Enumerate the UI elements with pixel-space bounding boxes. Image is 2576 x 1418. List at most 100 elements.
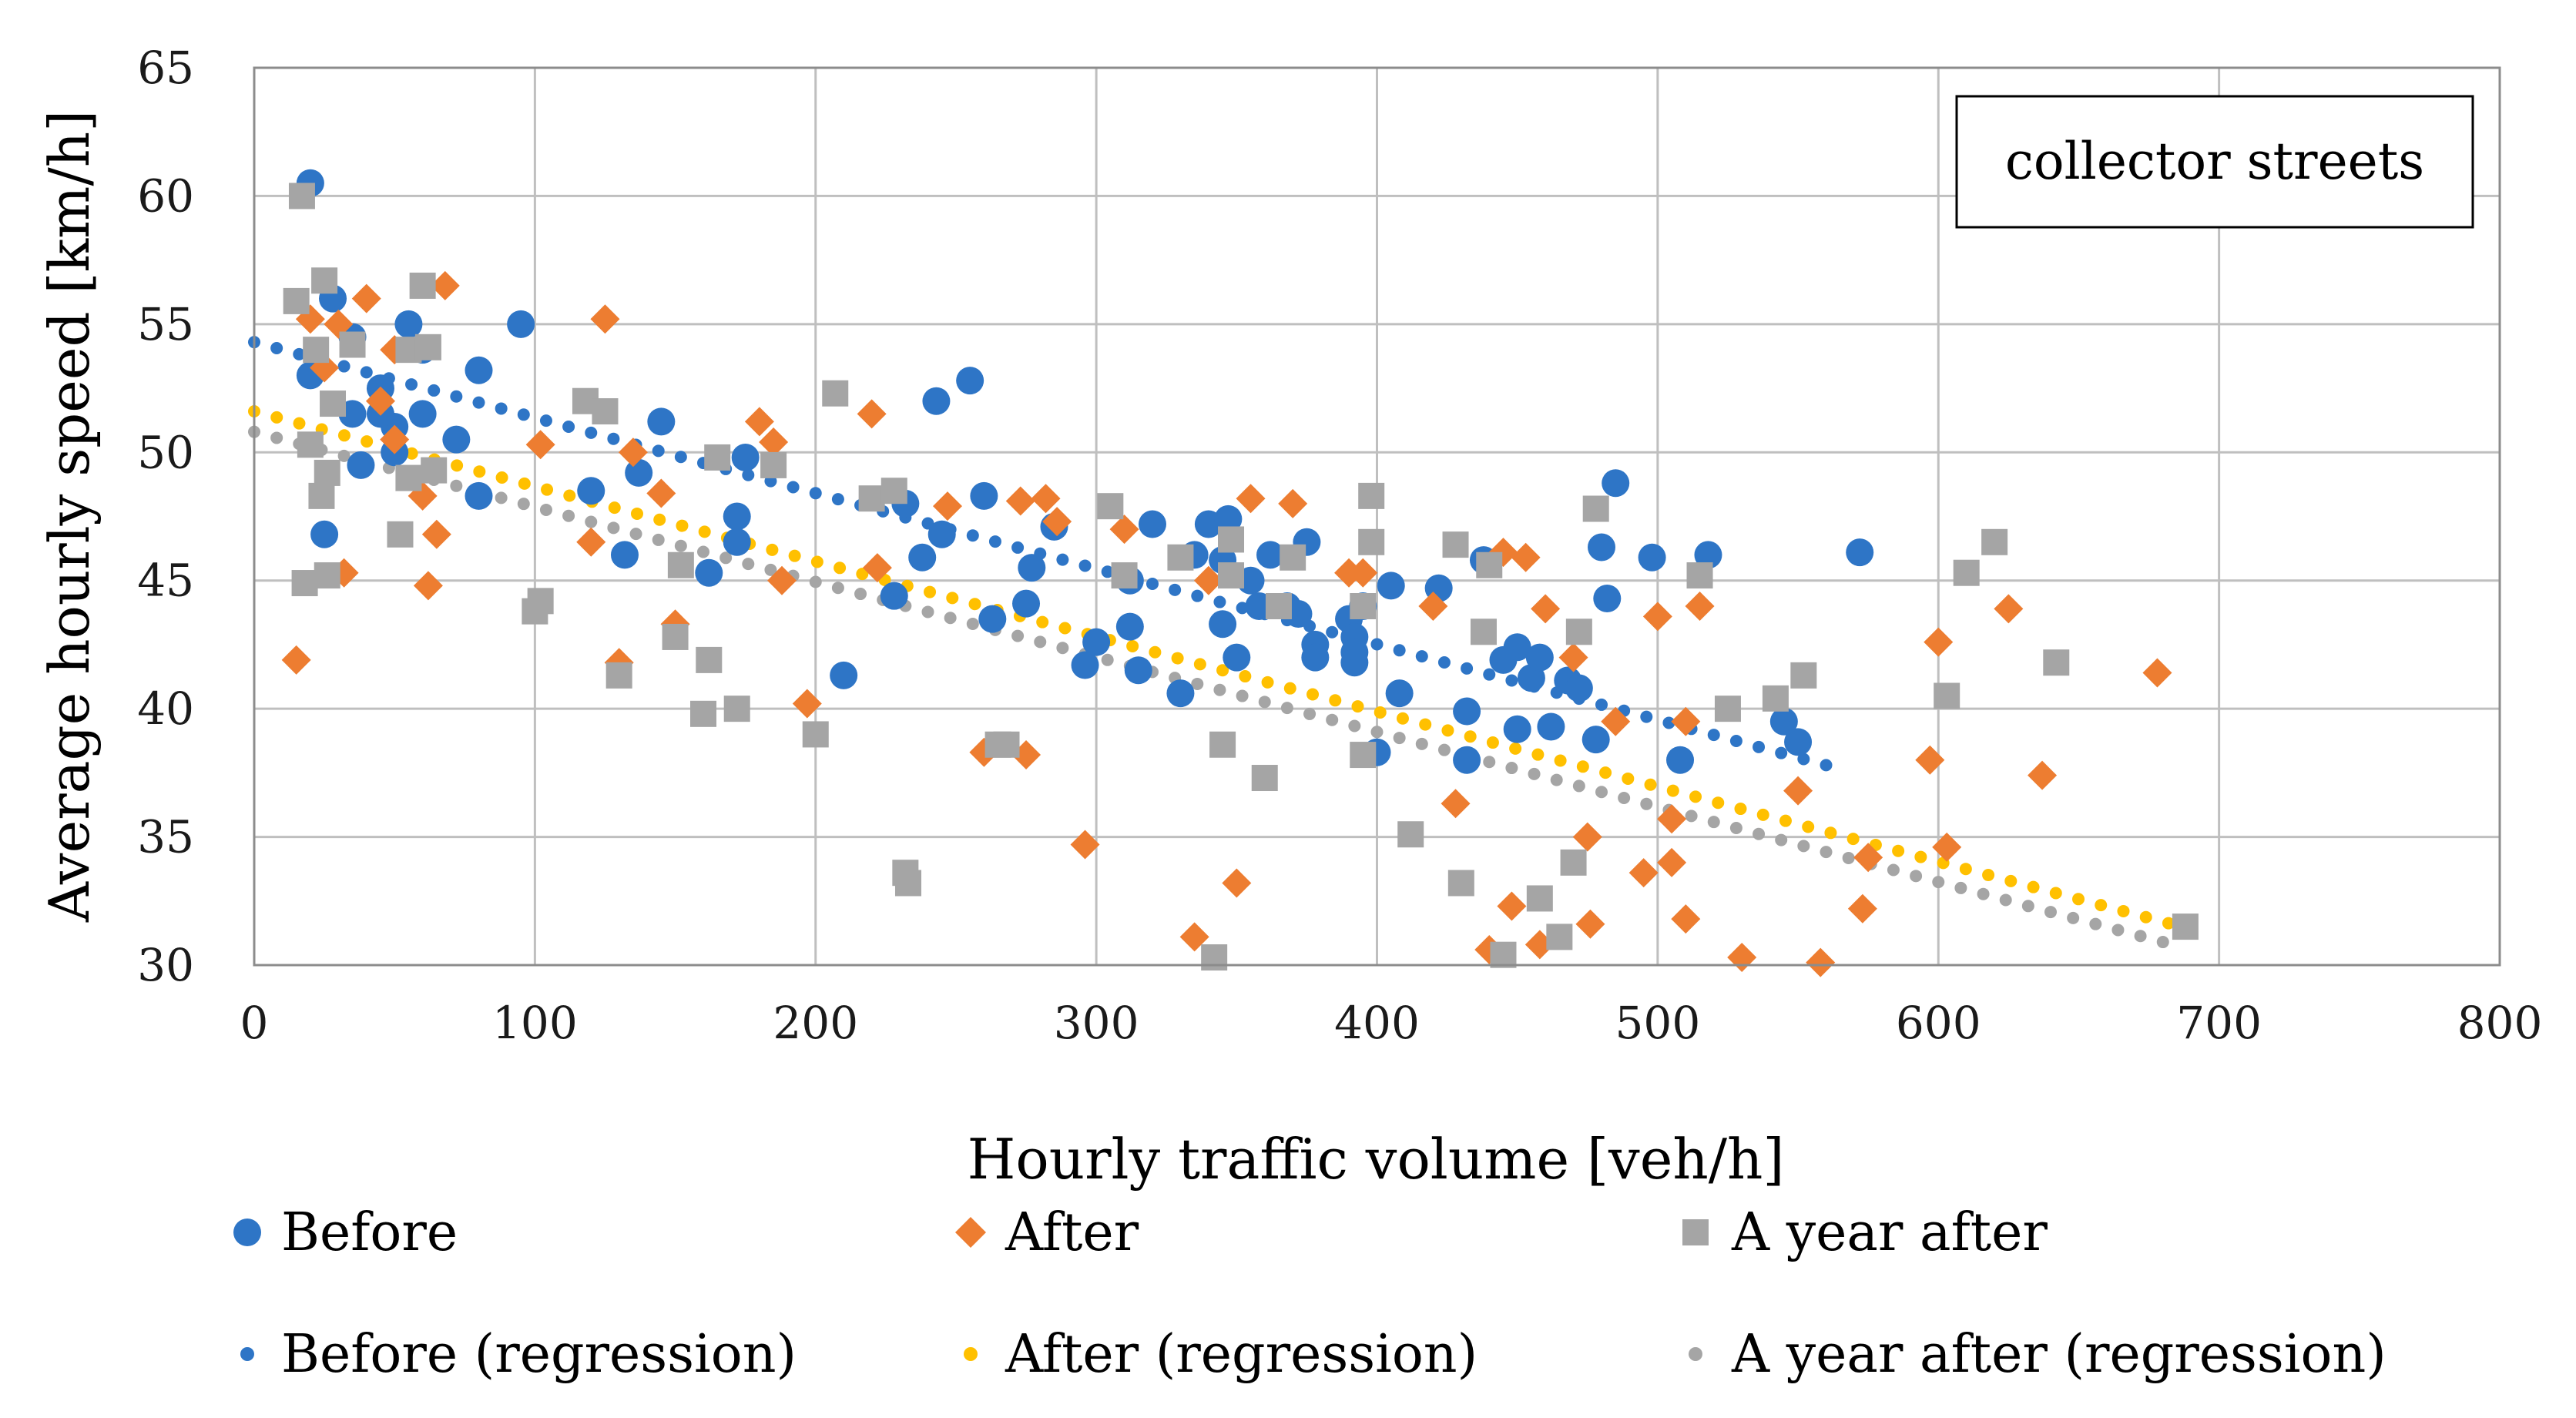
legend-marker-before-regression [240,1347,254,1361]
data-point [2172,913,2199,940]
data-point [1139,510,1166,538]
data-point [1223,643,1251,672]
data-point [1018,554,1046,582]
legend-label-before: Before [281,1202,458,1263]
data-point [1350,742,1377,769]
data-point [1558,642,1588,672]
data-point [324,309,354,339]
regression-dot [1306,688,1320,701]
data-point [1490,941,1517,968]
regression-dot [1689,790,1702,803]
regression-dot [541,483,554,496]
regression-dot [966,618,979,631]
data-point [662,623,689,650]
regression-dot [2095,899,2108,912]
data-point [1601,706,1631,736]
regression-dot [1239,670,1252,683]
data-point [723,696,750,722]
regression-dot [337,449,351,462]
regression-dot [787,481,800,494]
data-point [1377,572,1405,600]
data-point [767,565,797,595]
regression-dot [1820,846,1833,859]
data-point [1572,822,1602,852]
regression-dot [2156,936,2169,949]
data-point [1915,745,1945,775]
data-point [288,183,315,210]
data-point [667,551,694,578]
regression-dot [1329,694,1342,707]
data-point [723,502,751,531]
data-point [1167,544,1194,571]
legend-marker-year-after [1682,1219,1709,1245]
regression-dot [1802,820,1815,833]
regression-dot [1370,726,1384,739]
data-point [421,519,451,549]
data-point [1593,585,1622,613]
regression-dot [2004,874,2018,887]
data-point [339,331,366,358]
regression-dot [1618,792,1631,805]
y-tick-label: 65 [137,42,194,94]
data-point [1470,618,1497,645]
regression-dot [1461,662,1474,675]
regression-dot [1351,700,1364,713]
regression-dot [810,555,823,568]
data-point [308,482,335,509]
data-point [1179,922,1209,952]
data-point [1070,830,1100,860]
regression-dot [1011,541,1025,554]
regression-dot [697,545,709,558]
x-tick-label: 800 [2457,997,2543,1049]
regression-dot [1036,615,1049,629]
x-tick-label: 0 [240,997,269,1049]
regression-dot [1753,740,1766,753]
tick-labels: 0 100 200 300 400 500 600 700 800 30 35 40 45 50 55 60 6… [137,42,2542,1049]
data-point [1565,674,1593,702]
regression-dot [517,408,530,421]
regression-dot [1820,759,1833,772]
data-point [1582,495,1609,522]
y-tick-label: 60 [137,169,194,222]
data-point [314,459,340,486]
data-point [1953,559,1980,586]
x-tick-label: 200 [773,997,858,1049]
data-point [421,457,448,484]
regression-dot [653,513,666,526]
data-point [1082,628,1111,656]
data-point [576,527,606,557]
regression-dot [1437,655,1451,669]
data-point [413,571,443,601]
regression-dot [1126,639,1139,652]
regression-dot [1483,756,1496,769]
x-tick-label: 400 [1334,997,1420,1049]
regression-dot [1779,814,1792,827]
data-point [1853,843,1883,873]
data-point [303,337,330,364]
data-point [394,310,423,338]
regression-dot [944,612,957,625]
regression-dot [361,435,374,448]
data-point [1236,484,1266,514]
data-point [731,443,760,471]
regression-dot [450,479,463,492]
regression-dot [1034,635,1047,649]
data-point [978,605,1007,633]
regression-dot [1914,850,1927,863]
regression-dot [270,431,283,444]
regression-dot [946,592,959,605]
regression-dot [1303,707,1317,720]
data-point [647,407,676,436]
regression-dot [2162,917,2175,930]
data-point [507,310,535,338]
regression-dot [1640,797,1653,810]
data-point [1847,893,1877,924]
regression-dot [405,378,418,391]
data-point [704,444,731,471]
data-point [1005,486,1035,516]
data-point [1588,533,1615,562]
data-point [1476,551,1503,578]
y-tick-label: 35 [137,811,194,863]
regression-dot [518,477,531,490]
